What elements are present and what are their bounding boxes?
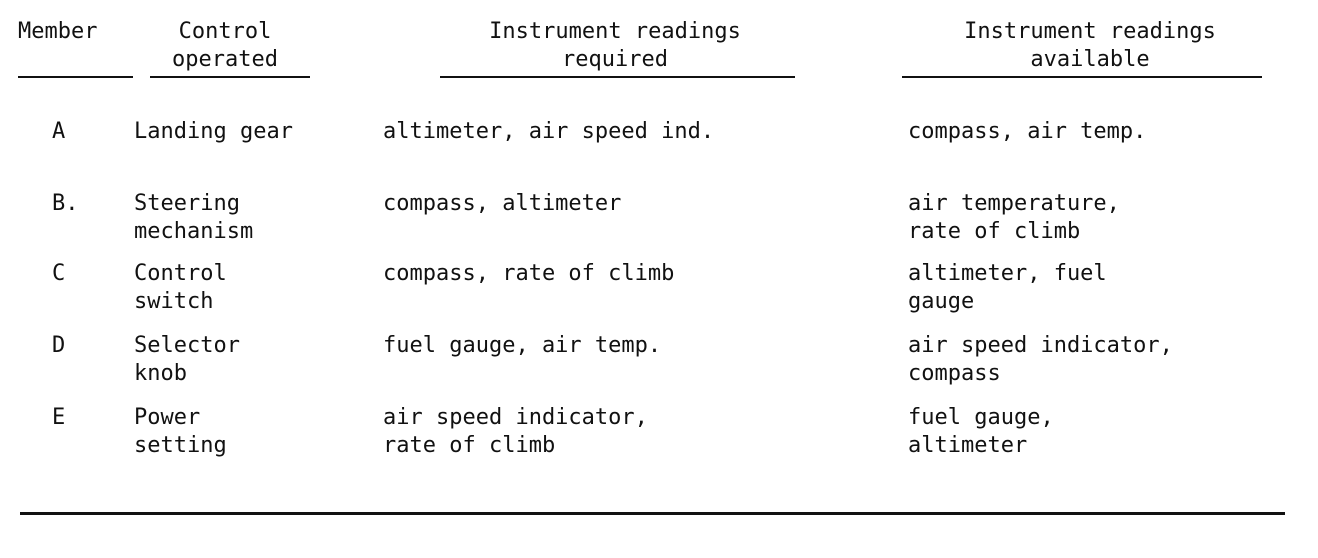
underline-available — [902, 76, 1262, 78]
row-b-required: compass, altimeter — [383, 191, 622, 216]
header-required-line1: Instrument readings — [489, 19, 741, 44]
row-c-required: compass, rate of climb — [383, 261, 675, 286]
row-d-available: air speed indicator, compass — [908, 333, 1173, 386]
header-control: Control operated — [125, 18, 325, 74]
row-a-control: Landing gear — [134, 119, 293, 144]
header-available-line1: Instrument readings — [964, 19, 1216, 44]
row-a-available: compass, air temp. — [908, 119, 1147, 144]
header-available: Instrument readings available — [895, 18, 1285, 74]
bottom-rule — [20, 512, 1285, 515]
underline-required — [440, 76, 795, 78]
row-e-required: air speed indicator, rate of climb — [383, 405, 648, 458]
row-b-available: air temperature, rate of climb — [908, 191, 1120, 244]
row-c-available: altimeter, fuel gauge — [908, 261, 1107, 314]
row-e-available: fuel gauge, altimeter — [908, 405, 1054, 458]
header-required-line2: required — [562, 47, 668, 72]
header-control-line1: Control — [178, 19, 272, 44]
underline-control — [150, 76, 310, 78]
row-d-control: Selector knob — [134, 333, 240, 386]
row-e-control: Power setting — [134, 405, 227, 458]
header-control-line2: operated — [172, 47, 278, 72]
row-e-member: E — [52, 405, 66, 430]
underline-member — [18, 76, 133, 78]
row-d-member: D — [52, 333, 66, 358]
header-member-text: Member — [18, 19, 98, 44]
header-available-line2: available — [1030, 47, 1150, 72]
row-a-member: A — [52, 119, 66, 144]
row-a-required: altimeter, air speed ind. — [383, 119, 715, 144]
row-d-required: fuel gauge, air temp. — [383, 333, 662, 358]
row-c-member: C — [52, 261, 66, 286]
row-b-control: Steering mechanism — [134, 191, 254, 244]
row-b-member: B. — [52, 191, 79, 216]
header-required: Instrument readings required — [420, 18, 810, 74]
header-member: Member — [18, 18, 97, 46]
row-c-control: Control switch — [134, 261, 227, 314]
